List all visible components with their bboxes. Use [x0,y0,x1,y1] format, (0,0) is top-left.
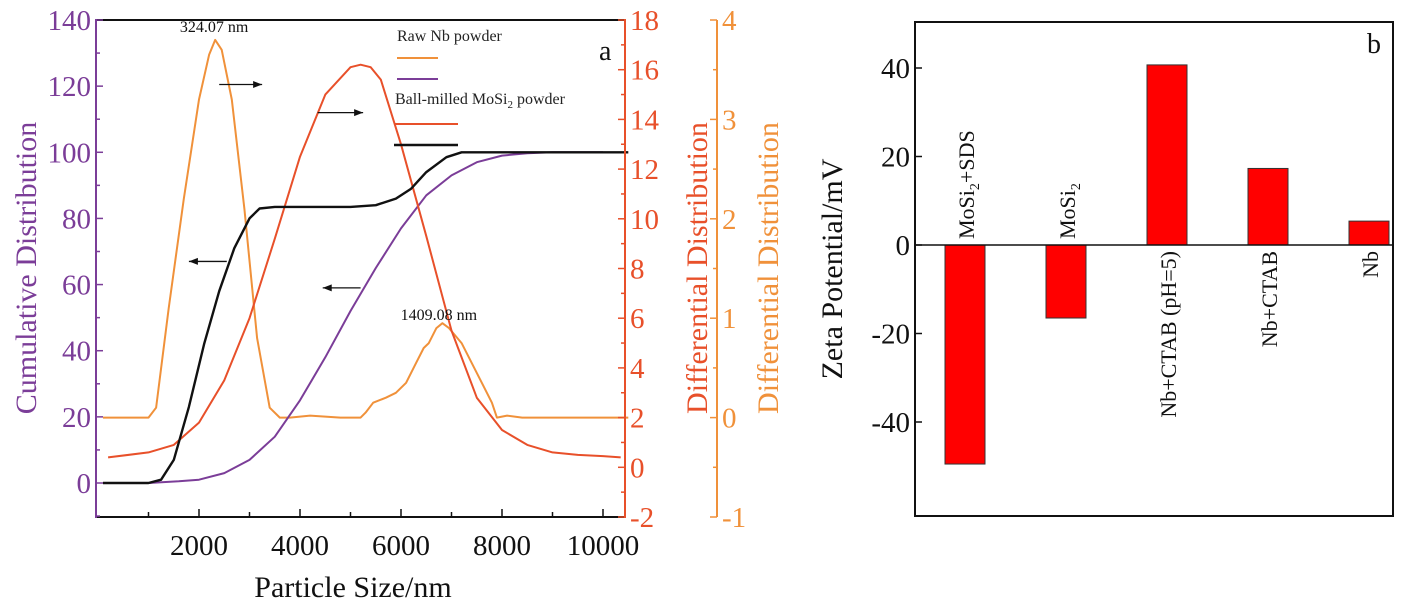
category-label: MoSi2+SDS [954,130,983,239]
left-tick-label: 80 [62,203,91,235]
right-tick-label: 10 [630,204,659,236]
panel-a-legend: Raw Nb powder Ball-milled MoSi2 powder [394,28,566,147]
y-tick-label: 20 [881,142,910,174]
bar-2 [1045,244,1087,319]
panel-a-left-axis-label: Cumulative Distribution [10,122,43,415]
right-tick-label: 0 [630,452,645,484]
right-tick-label: 2 [630,403,645,435]
panel-a-arrows-layer [188,80,364,292]
bar-1 [944,244,986,465]
category-label: MoSi2 [1055,183,1084,239]
arrow-head-3 [322,284,332,292]
right-tick-label: 16 [630,55,659,87]
panel-b-letter: b [1367,29,1381,60]
left-tick-label: 120 [48,71,92,103]
category-label-main: MoSi [1055,190,1080,239]
category-label: Nb [1358,251,1383,278]
right-tick-label: 6 [630,303,645,335]
right2-tick-label: 4 [722,5,737,37]
left-tick-label: 140 [48,5,92,37]
right-tick-label: 14 [630,104,660,136]
x-tick-label: 4000 [271,530,329,562]
legend-mosi2-title-main: Ball-milled MoSi [395,91,508,108]
category-label-sub: 2 [1069,183,1084,190]
right-tick-label: -2 [630,502,654,534]
left-tick-label: 100 [48,137,92,169]
legend-mosi2-title-sub: 2 [507,99,513,111]
right2-tick-label: 3 [722,104,737,136]
right2-tick-label: 1 [722,303,737,335]
x-tick-label: 2000 [170,530,228,562]
bar-4 [1247,167,1289,246]
series-mosi2-cumulative [103,151,629,485]
right-tick-label: 4 [630,353,645,385]
arrow-head-2 [188,257,198,265]
category-label-main: MoSi [954,190,979,239]
category-label-sub: 2 [968,183,983,190]
series-mosi2-differential [107,63,621,459]
series-raw-nb-differential [103,38,629,419]
right2-tick-label: 0 [722,403,737,435]
arrow-head-1 [354,109,364,117]
panel-b-ticks-layer: -40 -20 0 20 40 [871,53,922,439]
series-raw-nb-cumulative [148,151,603,484]
category-label-tail: +SDS [954,130,979,183]
right2-tick-label: -1 [722,502,746,534]
legend-mosi2-title-tail: powder [513,91,566,108]
panel-a-ticks-layer: 2000 4000 6000 8000 10000020406080100120140-… [48,5,747,562]
panel-a-series-layer [103,38,629,485]
category-label-main: Nb+CTAB [1257,251,1282,347]
left-tick-label: 20 [62,402,91,434]
panel-a-particle-size: 2000 4000 6000 8000 10000020406080100120140-… [10,5,785,604]
legend-group-mosi2-title: Ball-milled MoSi2 powder [395,91,566,111]
annotation-peak-1409nm: 1409.08 nm [401,307,478,324]
panel-a-letter: a [599,36,612,67]
panel-a-right-axis-label: Differential Distribution [681,122,714,414]
panel-a-x-axis-label: Particle Size/nm [254,571,451,604]
bar-3 [1146,64,1188,246]
y-tick-label: 0 [896,230,911,262]
panel-b-y-axis-label: Zeta Potential/mV [816,158,849,379]
x-tick-label: 8000 [473,530,531,562]
right-tick-label: 12 [630,154,659,186]
y-tick-label: -40 [871,407,910,439]
bar-5 [1348,220,1390,246]
left-tick-label: 60 [62,270,91,302]
category-label-main: Nb+CTAB (pH=5) [1156,251,1181,418]
y-tick-label: -20 [871,319,910,351]
annotation-peak-324nm: 324.07 nm [180,19,249,36]
x-tick-label: 10000 [567,530,640,562]
panel-a-right2-axis-label: Differential Distribution [752,122,785,414]
category-label: Nb+CTAB [1257,251,1282,347]
panel-b-bars-layer [915,64,1393,465]
left-tick-label: 40 [62,336,91,368]
right-tick-label: 18 [630,5,659,37]
category-label: Nb+CTAB (pH=5) [1156,251,1181,418]
left-tick-label: 0 [77,468,92,500]
panel-b-frame [914,21,1394,517]
category-label-main: Nb [1358,251,1383,278]
y-tick-label: 40 [881,53,910,85]
x-tick-label: 6000 [372,530,430,562]
right-tick-label: 8 [630,254,645,286]
legend-group-raw-nb-title: Raw Nb powder [397,28,503,45]
arrow-head-0 [253,80,263,88]
right2-tick-label: 2 [722,204,737,236]
